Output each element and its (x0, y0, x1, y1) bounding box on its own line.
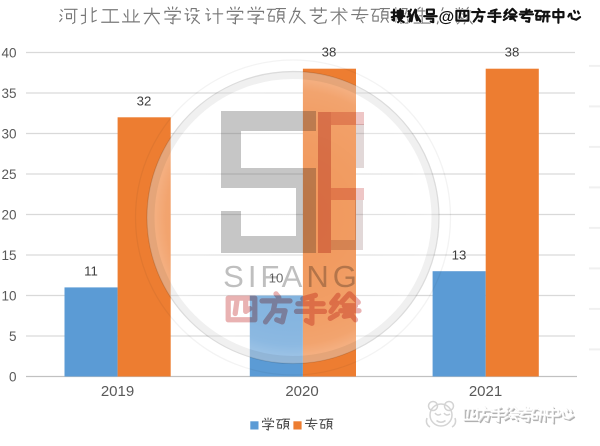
svg-text:35: 35 (1, 86, 16, 101)
svg-text:0: 0 (9, 369, 17, 384)
svg-text:5: 5 (9, 329, 17, 344)
svg-text:32: 32 (137, 94, 152, 109)
svg-text:30: 30 (1, 126, 16, 141)
svg-text:10: 10 (1, 288, 16, 303)
svg-text:25: 25 (1, 167, 16, 182)
svg-text:2021: 2021 (469, 383, 502, 400)
svg-text:11: 11 (84, 264, 98, 279)
svg-text:38: 38 (322, 45, 337, 60)
svg-text:40: 40 (1, 45, 16, 60)
svg-text:20: 20 (1, 207, 16, 222)
svg-text:2020: 2020 (285, 383, 318, 400)
svg-text:@: @ (439, 8, 455, 26)
svg-text:2019: 2019 (101, 383, 134, 400)
svg-text:13: 13 (452, 248, 467, 263)
svg-text:SIFANG: SIFANG (223, 259, 361, 294)
svg-text:38: 38 (505, 45, 520, 60)
svg-text:15: 15 (1, 248, 16, 263)
